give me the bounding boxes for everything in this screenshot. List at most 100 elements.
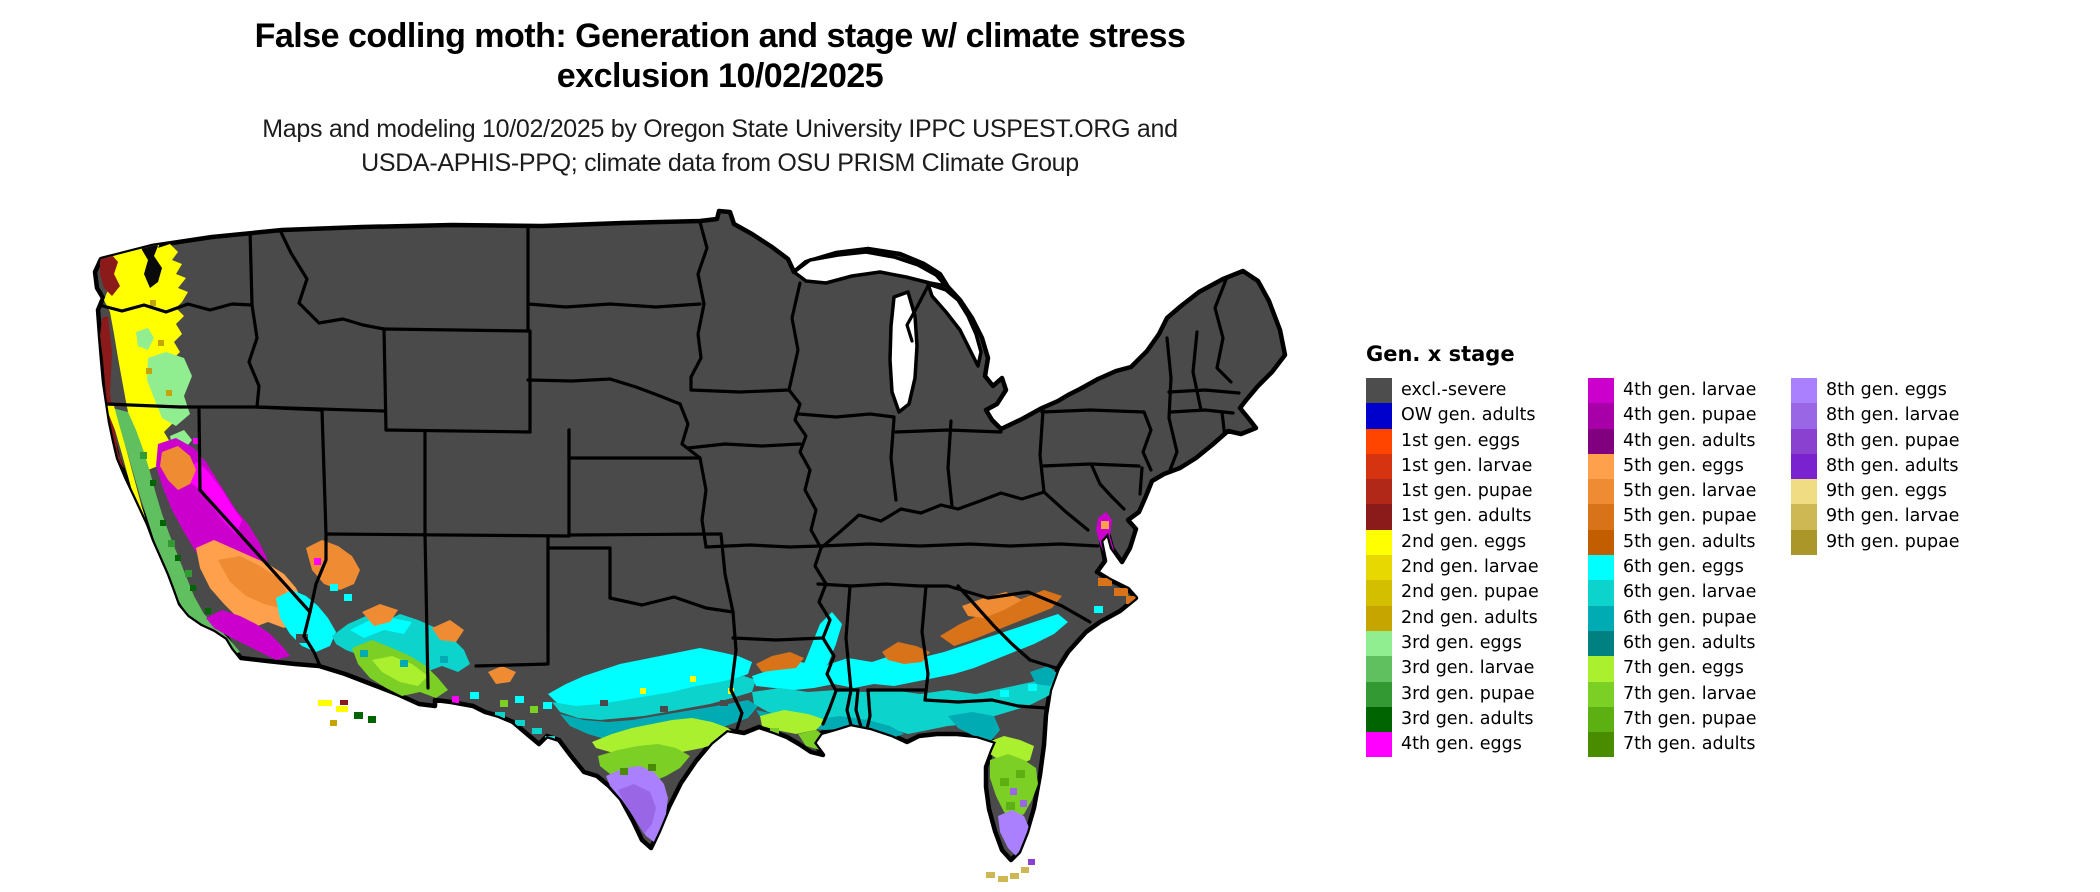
legend-item-label: 3rd gen. eggs: [1401, 632, 1522, 653]
legend-swatch: [1366, 378, 1392, 404]
legend-item: 3rd gen. adults: [1366, 706, 1539, 733]
legend-item-label: 5th gen. adults: [1623, 531, 1756, 552]
legend-item-label: 4th gen. larvae: [1623, 380, 1757, 400]
legend-item-label: 7th gen. pupae: [1623, 708, 1757, 729]
map-subtitle-line1: Maps and modeling 10/02/2025 by Oregon S…: [262, 115, 1178, 143]
legend-item: 2nd gen. eggs: [1366, 529, 1539, 556]
legend-item-label: 8th gen. adults: [1826, 455, 1959, 476]
puget-sound-water: [140, 236, 162, 288]
legend-swatch: [1588, 732, 1614, 758]
legend-item-label: 8th gen. larvae: [1826, 405, 1960, 426]
legend-item: 1st gen. adults: [1366, 504, 1539, 530]
zone-wa-3rd-eggs: [136, 328, 154, 350]
legend-item-label: 8th gen. pupae: [1826, 430, 1960, 451]
legend-item-label: 2nd gen. adults: [1401, 607, 1538, 628]
zone-snv-magenta-dot: [314, 558, 321, 565]
zone-ga-5th-larvae: [962, 592, 1022, 618]
legend-item: 6th gen. eggs: [1588, 555, 1757, 581]
zone-socal-desert-6th-eggs: [276, 590, 336, 652]
channel-island-red: [340, 700, 348, 705]
map-title-line1: False codling moth: Generation and stage…: [254, 17, 1186, 55]
legend-item: 7th gen. pupae: [1588, 706, 1757, 733]
salton-gray-patch: [296, 634, 308, 643]
legend-item: 9th gen. pupae: [1791, 529, 1960, 556]
legend-swatch: [1366, 706, 1392, 733]
legend-swatch: [1366, 681, 1392, 707]
zone-tx-6th-larvae: [552, 676, 756, 720]
channel-island-green2: [368, 716, 376, 723]
legend-item: 9th gen. eggs: [1791, 479, 1960, 505]
channel-island-yellow1: [318, 700, 332, 706]
offshore-islands: [318, 700, 1035, 882]
map-title: False codling moth: Generation and stage…: [0, 16, 1440, 96]
legend-item: excl.-severe: [1366, 378, 1539, 404]
legend-item: 8th gen. larvae: [1791, 403, 1960, 429]
legend-item: 6th gen. pupae: [1588, 605, 1757, 631]
zone-elpaso-magenta: [452, 696, 459, 703]
legend-swatch: [1366, 504, 1392, 530]
legend-swatch: [1588, 605, 1614, 631]
legend-item: 4th gen. adults: [1588, 428, 1757, 454]
legend-item-label: 1st gen. pupae: [1401, 481, 1533, 502]
legend-item: 1st gen. pupae: [1366, 479, 1539, 505]
legend-column-1: 4th gen. larvae 4th gen. pupae 4th gen. ad…: [1588, 378, 1757, 758]
channel-island-yellow2: [336, 706, 348, 712]
zone-ca-darkgreen-specks: [150, 480, 211, 614]
zone-tx-darkgreen-specks: [620, 764, 656, 775]
zone-az-teal-specks: [360, 650, 448, 667]
legend-item: 3rd gen. eggs: [1366, 630, 1539, 657]
zone-az-7th-eggs: [372, 656, 428, 686]
legend-item-label: 5th gen. eggs: [1623, 455, 1744, 476]
legend-column-0: excl.-severe OW gen. adults 1st gen. eggs 1…: [1366, 378, 1539, 758]
legend-item: 6th gen. larvae: [1588, 580, 1757, 606]
legend-swatch: [1366, 453, 1392, 480]
legend-item-label: 3rd gen. pupae: [1401, 683, 1535, 704]
legend-item-label: 5th gen. larvae: [1623, 481, 1757, 502]
legend-swatch: [1366, 428, 1392, 454]
zone-sfl-8th-eggs: [998, 810, 1030, 856]
florida-key2: [998, 876, 1008, 882]
legend-item-label: 3rd gen. larvae: [1401, 658, 1535, 679]
legend-item-label: excl.-severe: [1401, 380, 1507, 400]
zone-nm-orange: [488, 666, 516, 684]
zone-pnw-gold-specks: [146, 300, 172, 396]
legend-swatch: [1588, 555, 1614, 581]
legend-item: 9th gen. larvae: [1791, 504, 1960, 530]
legend-item: 4th gen. eggs: [1366, 732, 1539, 758]
legend-item-label: 5th gen. pupae: [1623, 506, 1757, 527]
legend-item: 1st gen. larvae: [1366, 453, 1539, 480]
legend-swatch: [1366, 732, 1392, 758]
great-lakes: [792, 250, 983, 414]
lake-huron: [926, 282, 983, 368]
legend-item-label: 9th gen. larvae: [1826, 506, 1960, 527]
legend-swatch: [1366, 479, 1392, 505]
legend-swatch: [1588, 630, 1614, 657]
legend-item: 4th gen. pupae: [1588, 403, 1757, 429]
florida-key1: [986, 872, 995, 878]
zone-snv-cyan-specks: [330, 584, 352, 601]
legend-swatch: [1366, 630, 1392, 657]
channel-island-green1: [354, 712, 363, 719]
legend-item-label: 9th gen. eggs: [1826, 481, 1947, 502]
legend-item-label: 6th gen. pupae: [1623, 607, 1757, 628]
zone-or-coast-1st-adults: [100, 316, 124, 468]
legend-swatch: [1366, 403, 1392, 429]
zone-nc-orange-dashes: [1098, 578, 1138, 604]
legend-swatch: [1791, 378, 1817, 404]
legend-item: 2nd gen. larvae: [1366, 555, 1539, 581]
legend-item-label: 2nd gen. pupae: [1401, 582, 1539, 603]
zone-tx-gray-speckle: [600, 700, 728, 712]
legend-swatch: [1791, 529, 1817, 556]
zone-bigbend-6th-pupae: [948, 712, 1000, 742]
legend-item: 4th gen. larvae: [1588, 378, 1757, 404]
legend-swatch: [1588, 529, 1614, 556]
legend-item-label: 4th gen. eggs: [1401, 734, 1522, 755]
legend-item: 8th gen. pupae: [1791, 428, 1960, 454]
legend-item: 3rd gen. pupae: [1366, 681, 1539, 707]
florida-key4: [1021, 867, 1029, 873]
zone-ca-green-specks: [140, 452, 192, 577]
climate-zones-layer: [100, 230, 1138, 856]
legend-item-label: 6th gen. eggs: [1623, 557, 1744, 578]
legend-swatch: [1588, 453, 1614, 480]
